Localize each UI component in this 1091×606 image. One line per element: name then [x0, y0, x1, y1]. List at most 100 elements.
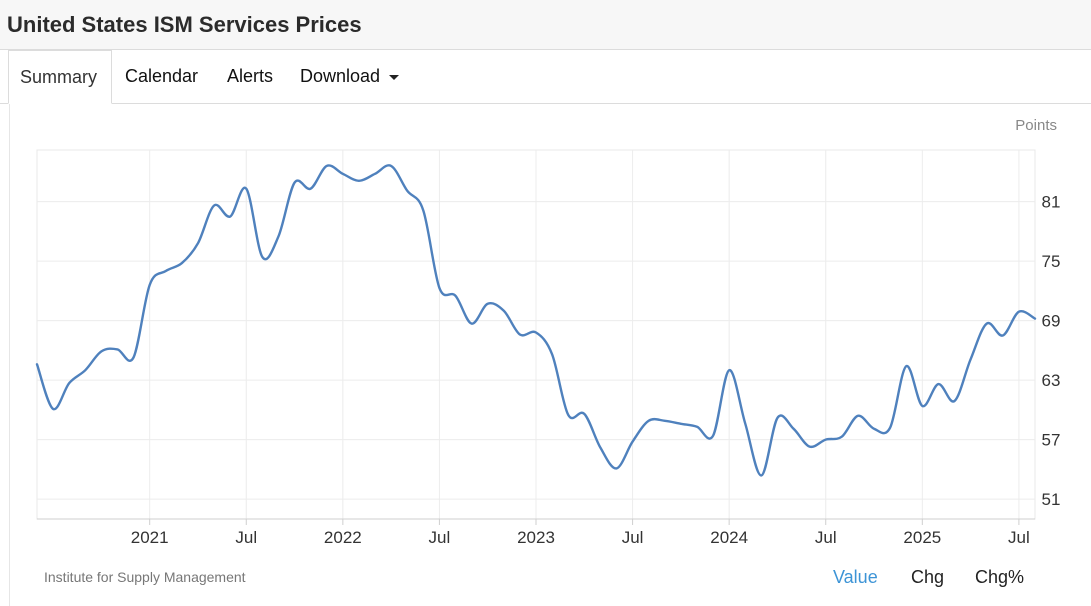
data-point[interactable] [887, 425, 893, 431]
data-point[interactable] [372, 171, 378, 177]
content-border [9, 104, 10, 606]
data-point[interactable] [533, 330, 539, 336]
chg-toggle[interactable]: Chg [911, 567, 945, 587]
data-point[interactable] [179, 260, 185, 266]
tab-calendar[interactable]: Calendar [113, 50, 210, 104]
page-title: United States ISM Services Prices [7, 12, 362, 37]
data-point[interactable] [807, 444, 813, 450]
title-bar: United States ISM Services Prices [0, 0, 1091, 50]
data-point[interactable] [469, 321, 475, 327]
data-point[interactable] [823, 437, 829, 443]
y-tick-label: 69 [1042, 312, 1061, 331]
data-point[interactable] [324, 163, 330, 169]
tab-alerts-label: Alerts [227, 66, 274, 86]
x-tick-label: 2023 [517, 528, 555, 547]
x-tick-label: 2024 [710, 528, 748, 547]
data-point[interactable] [227, 214, 233, 220]
data-point[interactable] [919, 403, 925, 409]
data-point[interactable] [276, 233, 282, 239]
data-point[interactable] [791, 426, 797, 432]
tab-calendar-label: Calendar [125, 66, 199, 86]
data-point[interactable] [855, 413, 861, 419]
data-point[interactable] [565, 412, 571, 418]
data-point[interactable] [871, 426, 877, 432]
chevron-down-icon [389, 74, 400, 80]
data-point[interactable] [147, 282, 153, 288]
data-point[interactable] [453, 293, 459, 299]
data-point[interactable] [630, 439, 636, 445]
series-line [35, 164, 1037, 477]
data-point[interactable] [646, 418, 652, 424]
tab-summary-label: Summary [20, 67, 98, 87]
data-point[interactable] [501, 308, 507, 314]
x-tick-label: Jul [815, 528, 837, 547]
y-tick-label: 51 [1042, 490, 1061, 509]
axes [37, 518, 1035, 525]
data-point[interactable] [66, 380, 72, 386]
data-point[interactable] [694, 424, 700, 430]
data-point[interactable] [726, 367, 732, 373]
data-point[interactable] [758, 472, 764, 478]
data-point[interactable] [968, 356, 974, 362]
data-point[interactable] [952, 398, 958, 404]
data-point[interactable] [614, 465, 620, 471]
x-tick-label: 2021 [131, 528, 169, 547]
data-point[interactable] [678, 421, 684, 427]
tab-alerts[interactable]: Alerts [215, 50, 285, 104]
data-point[interactable] [131, 354, 137, 360]
data-point[interactable] [775, 415, 781, 421]
tab-download-label: Download [300, 66, 381, 86]
data-point[interactable] [211, 203, 217, 209]
data-point[interactable] [115, 346, 121, 352]
x-tick-label: Jul [1008, 528, 1030, 547]
data-point[interactable] [597, 445, 603, 451]
units-label: Points [1015, 117, 1057, 134]
data-point[interactable] [98, 348, 104, 354]
data-point[interactable] [163, 268, 169, 274]
source-label: Institute for Supply Management [44, 569, 246, 585]
data-point[interactable] [388, 163, 394, 169]
data-point[interactable] [517, 332, 523, 338]
data-point[interactable] [82, 367, 88, 373]
x-tick-label: Jul [429, 528, 451, 547]
tick-labels: 51 57 63 69 75 81 2021 Jul 2022 Jul 2023 Jul 2024 Jul… [131, 193, 1061, 547]
data-point[interactable] [259, 254, 265, 260]
data-point[interactable] [710, 433, 716, 439]
y-tick-label: 63 [1042, 371, 1061, 390]
data-point[interactable] [485, 301, 491, 307]
x-tick-label: Jul [622, 528, 644, 547]
data-point[interactable] [1016, 309, 1022, 315]
data-point[interactable] [935, 381, 941, 387]
grid-lines [36, 149, 1036, 520]
data-point[interactable] [34, 361, 40, 367]
chg-percent-toggle[interactable]: Chg% [975, 567, 1025, 587]
data-point[interactable] [662, 418, 668, 424]
data-point[interactable] [436, 285, 442, 291]
data-point[interactable] [1032, 316, 1038, 322]
series-layer [34, 163, 1038, 478]
data-point[interactable] [195, 240, 201, 246]
data-point[interactable] [549, 351, 555, 357]
tab-summary[interactable]: Summary [8, 50, 112, 104]
data-point[interactable] [1000, 333, 1006, 339]
line-chart: 51 57 63 69 75 81 2021 Jul 2022 Jul 2023 Jul 2024 Jul… [34, 149, 1061, 547]
tab-download[interactable]: Download [288, 50, 411, 104]
data-point[interactable] [243, 186, 249, 192]
data-point[interactable] [292, 180, 298, 186]
value-toggle[interactable]: Value [833, 567, 878, 587]
data-point[interactable] [420, 208, 426, 214]
data-point[interactable] [50, 406, 56, 412]
data-point[interactable] [356, 178, 362, 184]
y-tick-label: 81 [1042, 193, 1061, 212]
data-point[interactable] [581, 411, 587, 417]
data-point[interactable] [308, 186, 314, 192]
x-tick-label: 2025 [903, 528, 941, 547]
data-point[interactable] [404, 188, 410, 194]
data-point[interactable] [903, 363, 909, 369]
data-point[interactable] [340, 171, 346, 177]
y-tick-label: 75 [1042, 252, 1061, 271]
data-point[interactable] [839, 434, 845, 440]
tab-bar: Summary Calendar Alerts Download [0, 50, 1091, 104]
data-point[interactable] [984, 321, 990, 327]
data-point[interactable] [742, 421, 748, 427]
